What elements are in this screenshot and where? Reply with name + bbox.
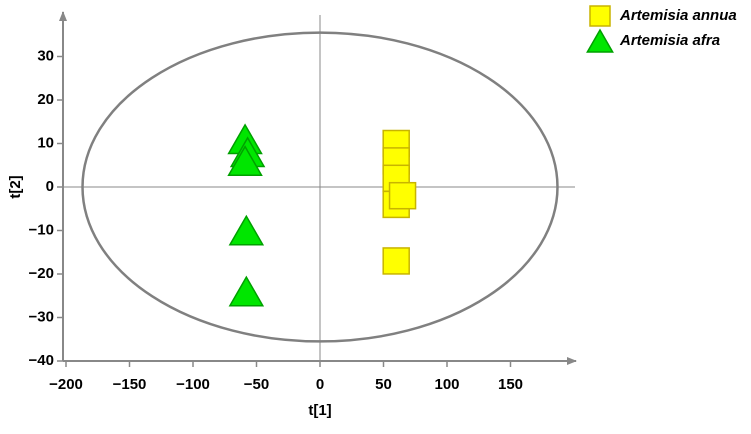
- point: [227, 145, 263, 176]
- point: [228, 275, 265, 307]
- x-tick-label: −200: [49, 376, 83, 393]
- y-tick-label: −30: [29, 308, 54, 325]
- legend-marker: [586, 28, 614, 53]
- x-tick-label: −100: [176, 376, 210, 393]
- y-tick-label: −20: [29, 265, 54, 282]
- x-tick-label: −50: [244, 376, 269, 393]
- legend-label: Artemisia afra: [619, 32, 720, 49]
- y-tick-label: 20: [37, 91, 54, 108]
- y-axis-label: t[2]: [7, 175, 24, 198]
- x-tick-label: 0: [316, 376, 324, 393]
- x-tick-label: 150: [498, 376, 523, 393]
- x-tick-label: −150: [113, 376, 147, 393]
- point: [382, 247, 410, 275]
- y-tick-label: −40: [29, 352, 54, 369]
- legend-label: Artemisia annua: [619, 7, 737, 24]
- legend-marker: [589, 5, 611, 27]
- y-tick-label: 0: [46, 178, 54, 195]
- point: [228, 214, 265, 246]
- y-tick-label: 10: [37, 134, 54, 151]
- x-tick-label: 50: [375, 376, 392, 393]
- confidence-ellipse: [81, 31, 559, 343]
- x-tick-label: 100: [434, 376, 459, 393]
- point: [388, 181, 417, 210]
- x-axis-label: t[1]: [308, 402, 331, 419]
- y-tick-label: 30: [37, 47, 54, 64]
- y-tick-label: −10: [29, 221, 54, 238]
